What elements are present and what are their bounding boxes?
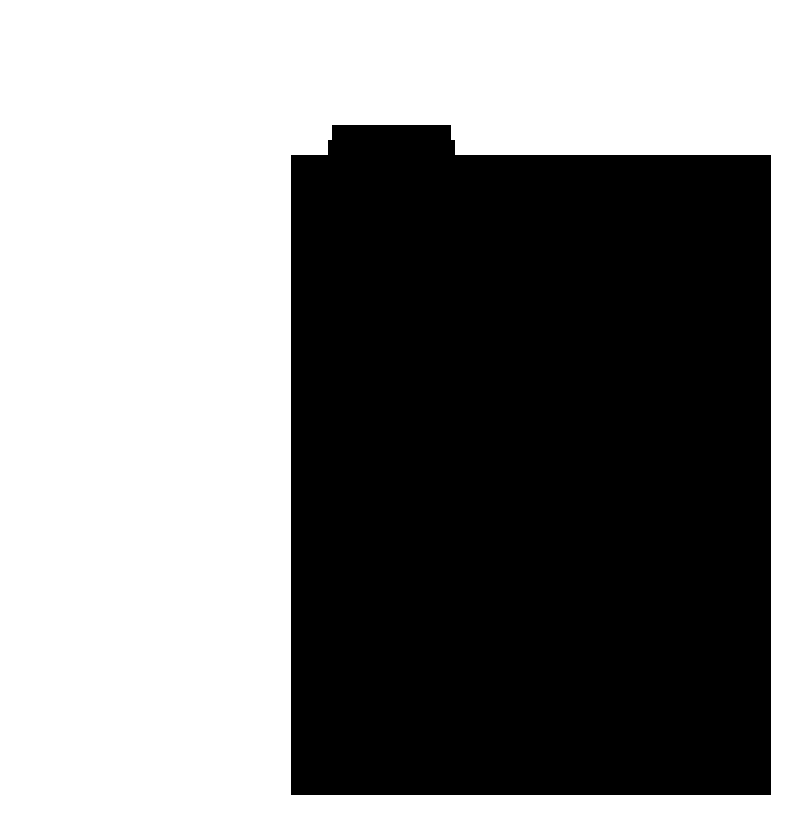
- container: [291, 155, 771, 795]
- connector-clip-right: [450, 140, 455, 172]
- cylindrical-probe: [501, 333, 561, 414]
- connector-body: [332, 125, 451, 185]
- outer-wireless-signal-icon: [29, 27, 91, 113]
- connector-clip-left: [328, 140, 333, 172]
- probe-top-cap: [530, 333, 561, 363]
- lid-connector: [328, 125, 455, 185]
- liquid-fill: [292, 355, 770, 794]
- probe-bottom-cap: [501, 390, 530, 414]
